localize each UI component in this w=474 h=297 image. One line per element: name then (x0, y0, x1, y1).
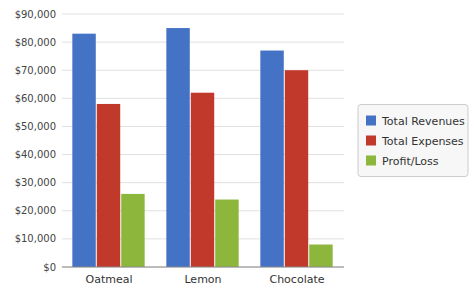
y-tick-label: $0 (43, 262, 56, 273)
legend-swatch (366, 136, 376, 146)
x-tick-label: Oatmeal (86, 273, 133, 286)
y-tick-label: $20,000 (15, 205, 56, 216)
y-tick-label: $80,000 (15, 37, 56, 48)
y-tick-label: $90,000 (15, 9, 56, 20)
x-tick-label: Lemon (184, 273, 221, 286)
grid-line (62, 14, 344, 15)
legend-label: Total Revenues (381, 115, 465, 128)
y-axis: $0 $10,000 $20,000 $30,000 $40,000 $50,000 $60… (15, 9, 56, 273)
legend-swatch (366, 116, 376, 126)
bar (215, 200, 238, 267)
x-tick-label: Chocolate (269, 273, 324, 286)
y-tick-label: $70,000 (15, 65, 56, 76)
grid (62, 14, 344, 267)
y-tick-label: $10,000 (15, 233, 56, 244)
y-tick-label: $40,000 (15, 149, 56, 160)
bar (97, 104, 120, 267)
y-tick-label: $50,000 (15, 121, 56, 132)
y-tick-label: $60,000 (15, 93, 56, 104)
bar (166, 28, 189, 267)
x-axis: Oatmeal Lemon Chocolate (86, 273, 325, 286)
chart-svg: $0 $10,000 $20,000 $30,000 $40,000 $50,000 $60… (0, 0, 474, 297)
bar (72, 34, 95, 267)
y-tick-label: $30,000 (15, 177, 56, 188)
bar (121, 194, 144, 267)
legend-label: Total Expenses (381, 135, 464, 148)
bars (72, 28, 332, 267)
legend: Total Revenues Total Expenses Profit/Loss (358, 105, 468, 177)
legend-swatch (366, 156, 376, 166)
grid-line (62, 267, 344, 268)
x-axis-line (62, 267, 344, 268)
legend-box (358, 105, 468, 177)
bar (309, 245, 332, 267)
grid-line (62, 42, 344, 43)
bar (260, 51, 283, 267)
bar (285, 70, 308, 267)
chart-container: $0 $10,000 $20,000 $30,000 $40,000 $50,000 $60… (0, 0, 474, 297)
bar (191, 93, 214, 267)
legend-label: Profit/Loss (382, 155, 439, 168)
